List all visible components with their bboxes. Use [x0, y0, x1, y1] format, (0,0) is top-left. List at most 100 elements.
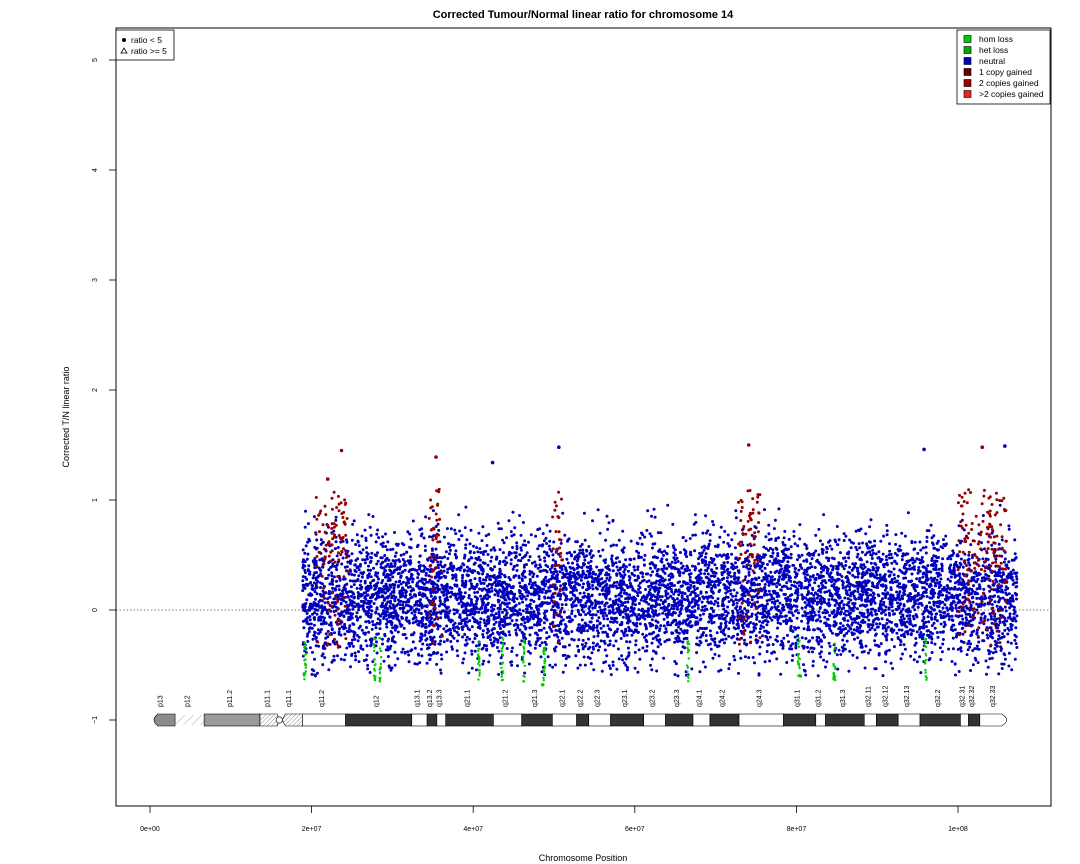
y-axis-label: Corrected T/N linear ratio	[61, 367, 71, 468]
band-label: q13.3	[436, 689, 443, 707]
x-tick-label: 6e+07	[625, 826, 645, 833]
band-p13	[153, 713, 176, 727]
sample-point	[434, 455, 438, 459]
x-tick-label: 8e+07	[787, 826, 807, 833]
sample-point	[325, 477, 330, 481]
sample-point	[1003, 444, 1007, 448]
band-label: q11.1	[286, 690, 293, 707]
band-q32-11	[863, 713, 877, 727]
band-q22-3	[588, 713, 611, 727]
band-label: q31.1	[795, 689, 802, 707]
y-tick-label: 2	[92, 388, 99, 392]
data-points	[301, 443, 1019, 687]
band-label: q21.1	[465, 689, 472, 707]
band-q32-31	[960, 713, 969, 727]
band-q23-3	[665, 713, 694, 727]
band-q32-2	[919, 713, 961, 727]
band-q23-1	[610, 713, 644, 727]
legend-label: hom loss	[979, 34, 1013, 44]
legend-swatch-het-loss	[963, 46, 972, 54]
y-tick-label: 5	[92, 58, 99, 62]
band-q22-1	[552, 713, 577, 727]
y-tick-label: 4	[92, 168, 99, 172]
band-label: p11.2	[227, 690, 234, 707]
band-label: q24.1	[696, 689, 703, 707]
band-q13-3	[436, 713, 447, 727]
band-label: q23.3	[674, 689, 681, 707]
y-tick-label: −1	[92, 716, 99, 724]
band-q12	[345, 713, 413, 727]
band-q24-1	[692, 713, 711, 727]
centromere-marker	[275, 716, 283, 724]
band-p11-2	[203, 713, 261, 727]
band-label: p12	[185, 695, 192, 707]
band-q32-12	[876, 713, 899, 727]
band-q32-32	[968, 713, 981, 727]
symbol-legend-label-0: ratio < 5	[131, 35, 162, 45]
band-label: q24.3	[756, 689, 763, 707]
band-label: q31.2	[816, 689, 823, 707]
band-q11-2	[302, 713, 346, 727]
legend-label: neutral	[979, 56, 1005, 66]
legend-label: het loss	[979, 45, 1008, 55]
band-q21-3	[521, 713, 553, 727]
band-label: q22.3	[595, 689, 602, 707]
sample-point	[980, 445, 985, 450]
sample-point	[540, 683, 545, 687]
band-label: q32.32	[969, 685, 976, 707]
chromosome-ideogram: p13 p12 p11.2 p11.1 q11.1 q11.2 q12 q13.1 q13.2 q…	[153, 685, 1008, 727]
band-label: q32.12	[882, 685, 889, 707]
band-label: q12	[374, 695, 381, 707]
band-q31-3	[825, 713, 865, 727]
y-axis: −1 0 1 2 3 4 5	[92, 58, 117, 724]
legend-swatch-2-copies-gained	[963, 79, 972, 87]
legend-swatch--2-copies-gained	[963, 90, 972, 98]
legend-label: 2 copies gained	[979, 78, 1039, 88]
open-triangle-icon	[120, 47, 128, 54]
band-label: q13.2	[427, 689, 434, 707]
band-label: q13.1	[414, 689, 421, 707]
band-q21-2	[493, 713, 522, 727]
band-q24-2	[709, 713, 740, 727]
band-p12	[175, 715, 205, 725]
band-q11-1	[281, 713, 304, 727]
band-label: q21.2	[503, 689, 510, 707]
legend-swatch-neutral	[963, 57, 972, 65]
legend-label: 1 copy gained	[979, 67, 1032, 77]
band-label: q22.2	[578, 689, 585, 707]
y-tick-label: 3	[92, 278, 99, 282]
band-q32-13	[897, 713, 921, 727]
plot-area: p13 p12 p11.2 p11.1 q11.1 q11.2 q12 q13.1 q13.2 q…	[115, 27, 1052, 807]
symbol-legend: ratio < 5 ratio >= 5	[115, 29, 175, 61]
symbol-legend-label-1: ratio >= 5	[131, 46, 167, 56]
sample-point	[557, 445, 561, 450]
band-q13-1	[411, 713, 428, 727]
band-q21-1	[445, 713, 494, 727]
gained-point-cloud	[314, 487, 1008, 649]
band-label: q23.2	[650, 689, 657, 707]
x-tick-label: 0e+00	[140, 826, 160, 833]
band-q24-3	[738, 713, 784, 727]
symbol-legend-box	[115, 29, 175, 61]
x-tick-label: 2e+07	[302, 826, 322, 833]
sample-point	[746, 443, 751, 447]
category-legend-box	[956, 29, 1051, 105]
band-label: q21.3	[532, 689, 539, 707]
band-label: q22.1	[560, 689, 567, 707]
chart-title: Corrected Tumour/Normal linear ratio for…	[433, 9, 734, 21]
band-label: q32.2	[935, 689, 942, 707]
sample-point	[302, 672, 307, 676]
sample-point	[922, 447, 926, 452]
band-q31-1	[783, 713, 817, 727]
x-axis: 0e+00 2e+07 4e+07 6e+07 8e+07 1e+08	[140, 805, 968, 833]
band-label: q23.1	[622, 689, 629, 707]
y-tick-label: 0	[92, 608, 99, 612]
y-tick-label: 1	[92, 498, 99, 502]
band-label: q32.33	[990, 685, 997, 707]
band-label: q32.11	[865, 686, 872, 707]
band-q22-2	[576, 713, 590, 727]
x-tick-label: 1e+08	[948, 826, 968, 833]
sample-point	[339, 448, 344, 453]
